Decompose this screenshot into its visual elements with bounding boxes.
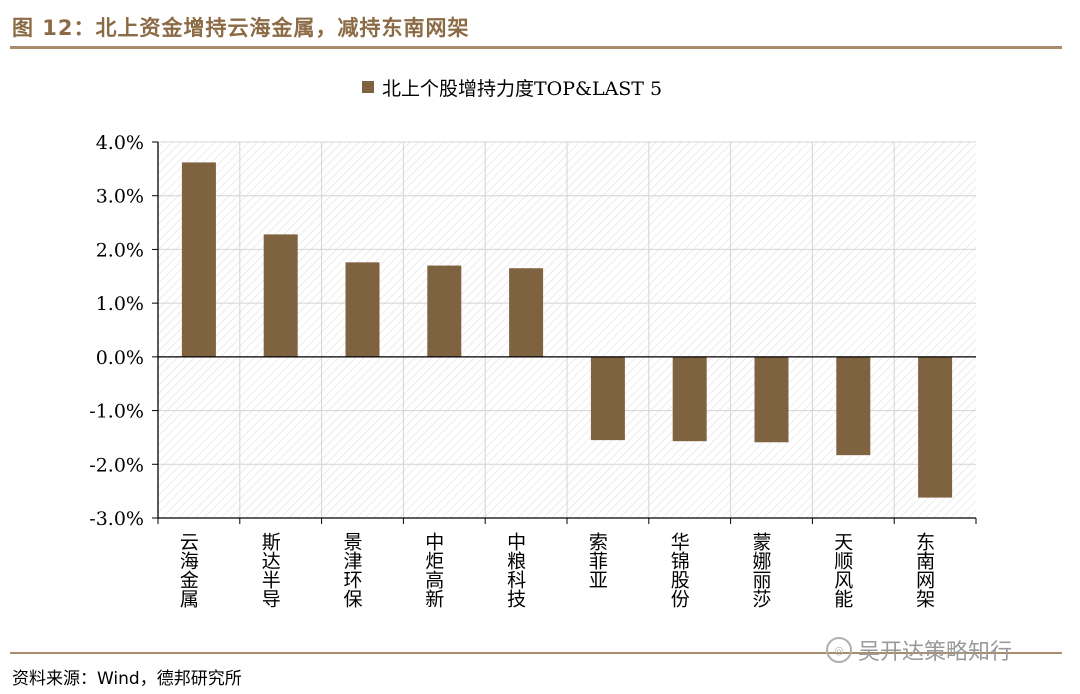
bar-8 [754, 356, 789, 443]
bar-1 [181, 162, 216, 357]
x-tick-label: 中炬高新 [422, 532, 444, 608]
y-tick-label: -2.0% [89, 454, 144, 476]
wechat-icon: ◎ [826, 637, 852, 663]
top-rule [10, 46, 1062, 49]
x-tick-label: 云海金属 [177, 532, 199, 609]
y-tick-label: -1.0% [89, 401, 144, 423]
source-note: 资料来源：Wind，德邦研究所 [12, 669, 242, 689]
bar-6 [590, 356, 625, 441]
y-tick-label: 4.0% [96, 132, 144, 154]
x-tick-label: 天顺风能 [831, 532, 853, 608]
bar-5 [509, 268, 544, 357]
bar-10 [918, 356, 953, 498]
watermark: ◎ 吴开达策略知行 [826, 634, 1012, 666]
bar-4 [427, 265, 462, 357]
bar-2 [263, 234, 298, 357]
y-tick-label: 3.0% [96, 186, 144, 208]
bar-3 [345, 262, 380, 357]
bottom-rule [10, 652, 1062, 654]
y-tick-label: 1.0% [96, 293, 144, 315]
x-tick-label: 华锦股份 [668, 532, 690, 608]
watermark-text: 吴开达策略知行 [858, 640, 1013, 665]
bar-9 [836, 356, 871, 456]
y-tick-label: 0.0% [96, 347, 144, 369]
x-tick-label: 索菲亚 [586, 532, 608, 589]
figure-title: 图 12：北上资金增持云海金属，减持东南网架 [12, 16, 470, 40]
y-tick-label: -3.0% [89, 508, 144, 530]
y-tick-label: 2.0% [96, 239, 144, 261]
x-tick-label: 中粮科技 [504, 532, 526, 608]
x-tick-label: 蒙娜丽莎 [750, 532, 772, 608]
bar-7 [672, 356, 707, 442]
x-tick-label: 东南网架 [913, 532, 935, 608]
legend-label: 北上个股增持力度TOP&LAST 5 [382, 78, 662, 100]
legend-swatch [362, 81, 374, 93]
x-tick-label: 斯达半导 [259, 532, 281, 608]
x-tick-label: 景津环保 [341, 532, 363, 608]
